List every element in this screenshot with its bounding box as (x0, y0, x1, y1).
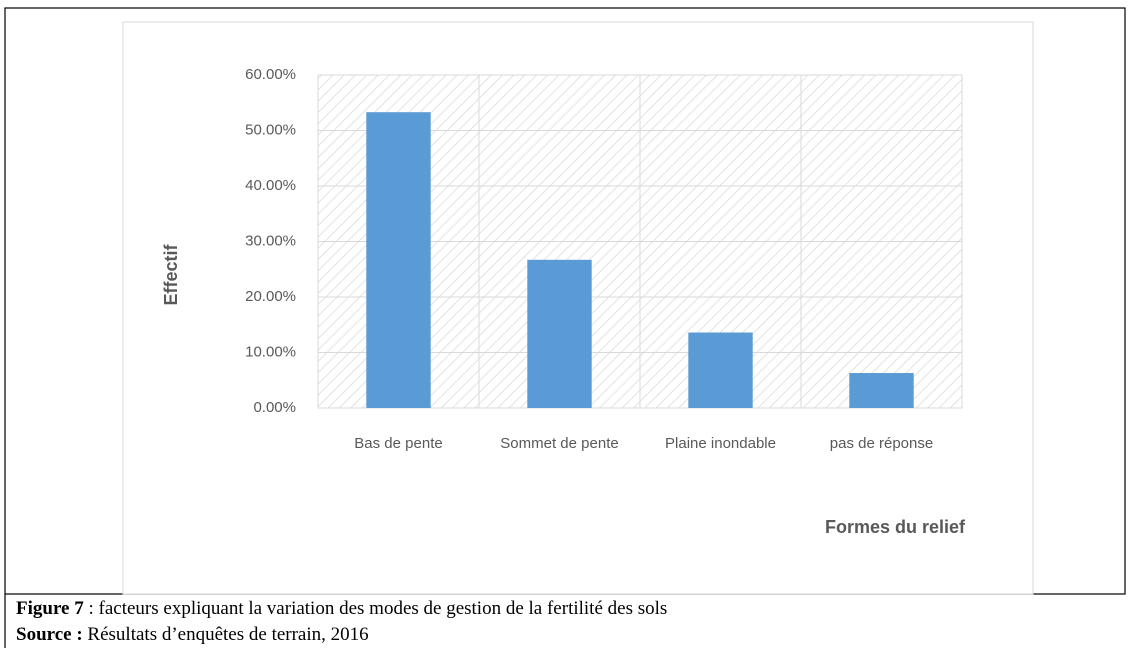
source-text: Résultats d’enquêtes de terrain, 2016 (83, 624, 369, 645)
y-tick-label: 20.00% (245, 288, 296, 305)
figure-text: : facteurs expliquant la variation des m… (84, 598, 668, 619)
bar (849, 373, 914, 408)
y-tick-label: 10.00% (245, 343, 296, 360)
bar (366, 112, 431, 408)
y-tick-label: 40.00% (245, 177, 296, 194)
source-caption: Source : Résultats d’enquêtes de terrain… (16, 624, 369, 645)
source-label: Source : (16, 624, 83, 645)
x-axis-title: Formes du relief (825, 517, 966, 537)
y-tick-label: 0.00% (253, 399, 296, 416)
y-tick-label: 50.00% (245, 121, 296, 138)
x-tick-label: Bas de pente (354, 435, 442, 452)
figure-label: Figure 7 (16, 598, 84, 619)
x-tick-label: pas de réponse (830, 435, 933, 452)
bar (688, 332, 753, 408)
figure-caption: Figure 7 : facteurs expliquant la variat… (16, 598, 667, 619)
x-tick-label: Plaine inondable (665, 435, 776, 452)
y-tick-label: 30.00% (245, 232, 296, 249)
bar (527, 259, 592, 408)
y-tick-label: 60.00% (245, 66, 296, 83)
x-tick-label: Sommet de pente (500, 435, 618, 452)
y-axis-title: Effectif (161, 243, 181, 305)
